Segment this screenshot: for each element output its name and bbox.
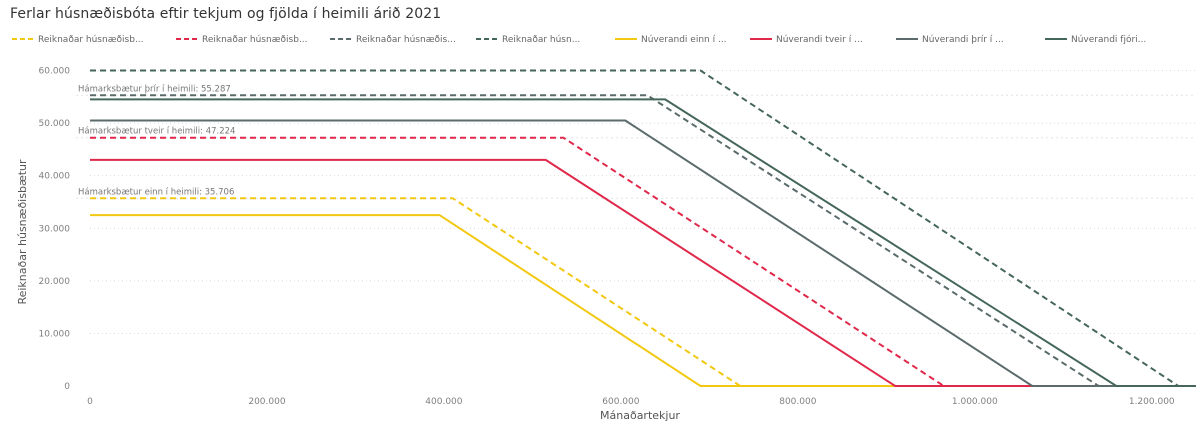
y-tick-label: 0 <box>64 382 70 392</box>
y-tick-label: 50.000 <box>39 119 71 129</box>
y-tick-label: 20.000 <box>39 277 71 287</box>
legend-label: Núverandi þrír í ... <box>922 35 1004 45</box>
x-axis-title: Mánaðartekjur <box>600 409 680 422</box>
y-tick-label: 60.000 <box>39 67 71 77</box>
legend-label: Núverandi einn í ... <box>641 35 727 45</box>
reference-line-label: Hámarksbætur einn í heimili: 35.706 <box>78 187 234 197</box>
x-tick-label: 600.000 <box>602 397 639 407</box>
x-tick-label: 0 <box>87 397 93 407</box>
x-tick-label: 1.200.000 <box>1129 397 1175 407</box>
x-tick-label: 200.000 <box>248 397 285 407</box>
reference-lines: Hámarksbætur einn í heimili: 35.706 Hámar… <box>76 84 1196 199</box>
legend-label: Reiknaðar húsnæðis... <box>356 35 456 45</box>
legend-label: Reiknaðar húsnæðisb... <box>202 35 308 45</box>
series-line-5[interactable] <box>90 214 1196 387</box>
gridlines <box>90 70 1196 334</box>
reference-line-label: Hámarksbætur tveir í heimili: 47.224 <box>78 127 235 137</box>
series-lines <box>90 69 1196 387</box>
series-line-3[interactable] <box>90 94 1196 387</box>
chart-title: Ferlar húsnæðisbóta eftir tekjum og fjöl… <box>10 6 442 22</box>
reference-line-label: Hámarksbætur þrír í heimili: 55.287 <box>78 84 231 94</box>
x-tick-label: 400.000 <box>425 397 462 407</box>
x-tick-label: 800.000 <box>779 397 816 407</box>
x-tick-label: 1.000.000 <box>952 397 998 407</box>
y-axis-ticks: 0 10.000 20.000 30.000 40.000 50.000 60.000 <box>39 67 71 392</box>
y-tick-label: 30.000 <box>39 224 71 234</box>
legend-label: Reiknaðar húsn... <box>502 35 580 45</box>
chart-legend: Reiknaðar húsnæðisb... Reiknaðar húsnæðis… <box>12 34 1146 45</box>
legend-label: Reiknaðar húsnæðisb... <box>38 35 144 45</box>
x-axis-ticks: 0 200.000 400.000 600.000 800.000 1.000.000 1.… <box>87 397 1175 407</box>
legend-label: Núverandi fjóri... <box>1071 34 1146 45</box>
y-axis-title: Reiknaðar húsnæðisbætur <box>16 159 29 305</box>
series-line-8[interactable] <box>90 98 1196 387</box>
series-line-7[interactable] <box>90 119 1196 387</box>
legend-label: Núverandi tveir í ... <box>776 35 863 45</box>
y-tick-label: 10.000 <box>39 329 71 339</box>
series-line-1[interactable] <box>90 197 1196 387</box>
y-tick-label: 40.000 <box>39 172 71 182</box>
series-line-6[interactable] <box>90 158 1196 387</box>
